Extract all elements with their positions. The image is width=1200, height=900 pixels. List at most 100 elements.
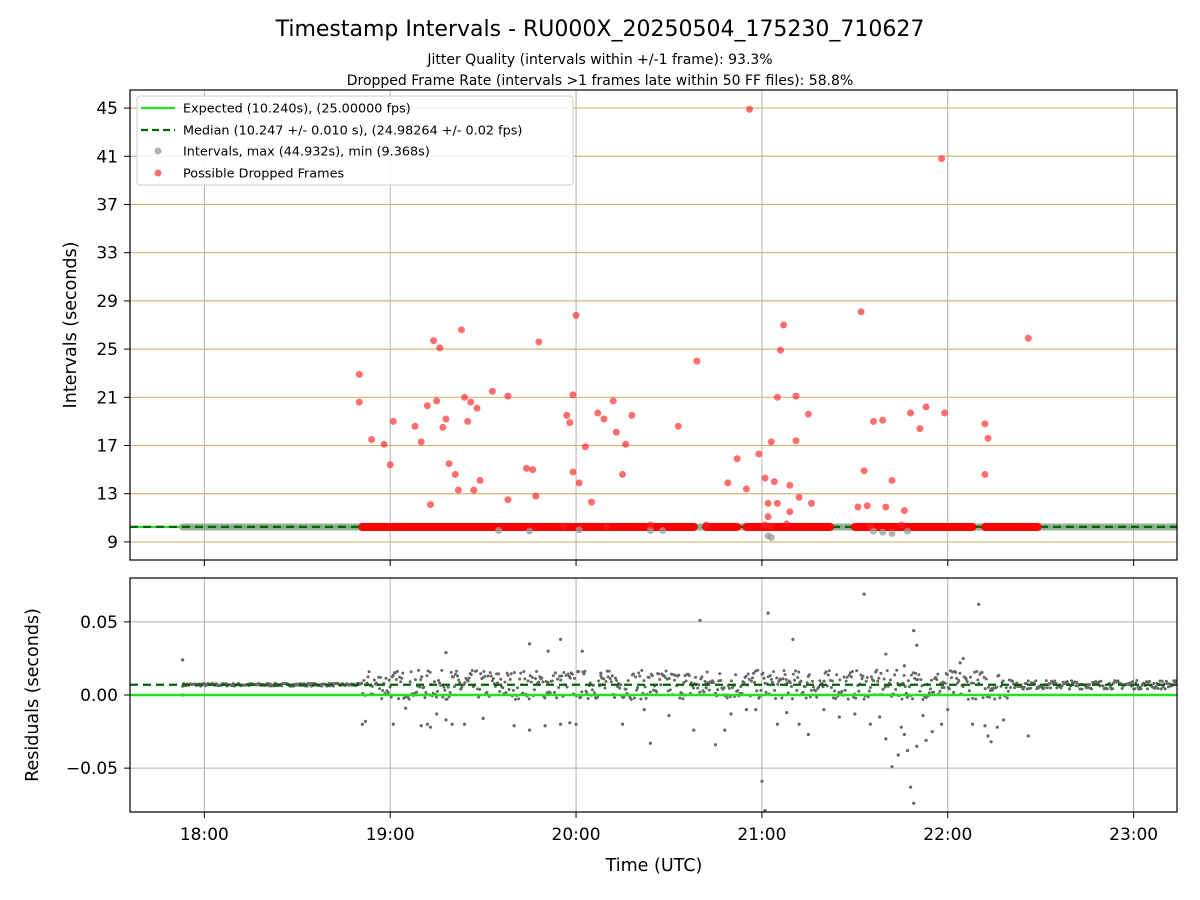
residual-point	[523, 677, 527, 681]
residual-point	[687, 674, 691, 678]
residual-point	[785, 710, 789, 715]
residual-point	[560, 674, 564, 678]
residual-point	[955, 677, 959, 681]
residual-point	[845, 675, 849, 679]
residual-point	[742, 680, 746, 684]
residual-point	[435, 712, 439, 716]
residual-point	[968, 675, 972, 679]
dropped-frame-point	[522, 464, 530, 472]
residual-point	[499, 677, 503, 681]
residual-point	[657, 672, 661, 676]
y-tick-label: 25	[96, 340, 118, 360]
residual-point	[789, 685, 793, 689]
residual-point	[379, 675, 383, 679]
residual-point	[391, 722, 395, 726]
residual-point	[655, 690, 659, 694]
residual-point	[935, 677, 939, 681]
residual-point	[943, 681, 947, 685]
y-tick-label: 21	[96, 388, 118, 408]
dropped-frame-point	[879, 416, 887, 424]
y-tick-label: −0.05	[66, 759, 118, 779]
residual-point	[918, 689, 922, 693]
interval-point	[888, 529, 896, 537]
residual-point	[812, 685, 816, 689]
residual-point	[604, 679, 608, 683]
dropped-frame-point	[795, 493, 803, 501]
residual-point	[450, 722, 454, 726]
residual-point	[1101, 684, 1105, 688]
residual-point	[1011, 679, 1015, 683]
dropped-frame-point	[581, 443, 589, 451]
top-axes-frame	[129, 89, 1178, 561]
residual-point	[483, 674, 487, 678]
residual-point	[384, 676, 388, 680]
y-axis-label-residuals: Residuals (seconds)	[23, 608, 43, 782]
dropped-frame-point	[767, 522, 775, 530]
residual-point	[790, 697, 794, 701]
residual-point	[1048, 686, 1052, 690]
residual-point	[508, 677, 512, 681]
residual-point	[977, 602, 981, 606]
residual-point	[917, 673, 921, 677]
residual-point	[397, 697, 401, 701]
dropped-frame-point	[628, 411, 636, 419]
residual-point	[643, 685, 647, 689]
residual-point	[905, 695, 909, 699]
residual-point	[366, 675, 370, 679]
residual-point	[477, 695, 481, 699]
residual-point	[921, 697, 925, 701]
residual-point	[711, 681, 715, 685]
residual-point	[439, 683, 443, 687]
residual-point	[518, 677, 522, 681]
residual-point	[546, 649, 550, 653]
residual-point	[1022, 685, 1026, 689]
dropped-frame-point	[783, 520, 791, 528]
residual-point	[744, 708, 749, 712]
residual-point	[694, 675, 698, 679]
dropped-frame-point	[693, 357, 701, 365]
dropped-frame-point	[1024, 334, 1032, 342]
residual-point	[681, 697, 685, 701]
residual-point	[577, 669, 581, 673]
residual-point	[956, 681, 960, 685]
residual-point	[822, 679, 826, 683]
residual-point	[799, 679, 803, 683]
dropped-frame-point	[786, 508, 794, 516]
residual-point	[975, 670, 979, 674]
residual-point	[451, 675, 455, 679]
residual-point	[1008, 686, 1012, 690]
legend-dropped-swatch	[154, 169, 162, 177]
residual-point	[781, 677, 785, 681]
x-axis-label: Time (UTC)	[605, 856, 703, 876]
residual-point	[481, 676, 485, 680]
residual-point	[503, 680, 507, 684]
dropped-frame-point	[860, 467, 868, 475]
residual-point	[850, 669, 854, 673]
dropped-frame-point	[454, 486, 462, 494]
residual-point	[517, 697, 521, 701]
y-axis-label-intervals: Intervals (seconds)	[61, 242, 81, 409]
residual-point	[984, 677, 988, 681]
residual-point	[966, 697, 970, 701]
residual-point	[448, 691, 452, 695]
residual-point	[725, 696, 729, 700]
residual-point	[638, 674, 642, 678]
residual-point	[722, 686, 726, 690]
residual-point	[540, 676, 544, 680]
residual-point	[921, 713, 925, 718]
residual-point	[980, 671, 984, 675]
dropped-frame-point	[417, 438, 425, 446]
residual-point	[691, 686, 695, 690]
residual-point	[527, 728, 532, 732]
residual-point	[636, 686, 640, 690]
residual-point	[885, 669, 889, 673]
residual-point	[453, 672, 457, 676]
residual-point	[1165, 682, 1169, 686]
dropped-frame-point	[566, 419, 574, 427]
residual-point	[557, 685, 561, 689]
legend-label-median: Median (10.247 +/- 0.010 s), (24.98264 +…	[183, 124, 522, 139]
residual-point	[855, 669, 859, 673]
residual-point	[755, 689, 759, 693]
dropped-frame-point	[773, 393, 781, 401]
residual-point	[727, 686, 731, 690]
